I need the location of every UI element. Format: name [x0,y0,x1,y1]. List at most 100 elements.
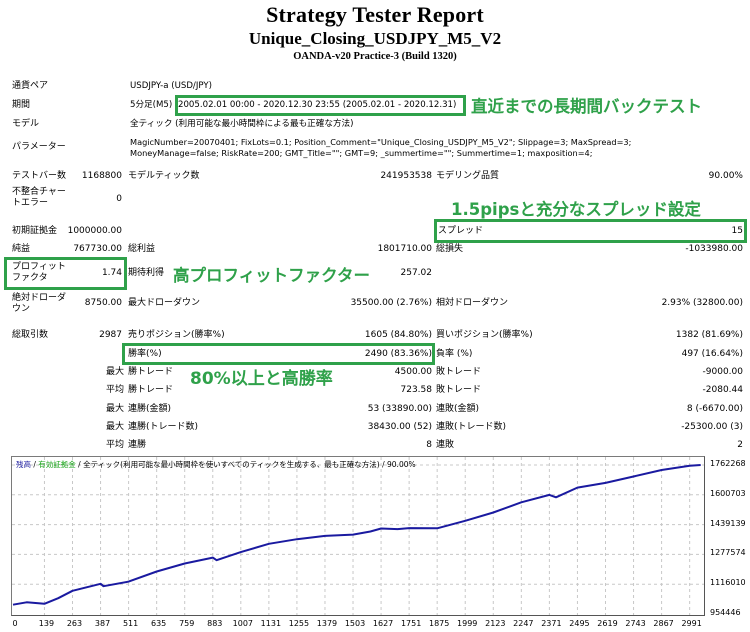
max-cons-loss-label: 連敗(トレード数) [436,422,507,432]
max-cons-profit-label: 連勝(トレード数) [128,422,199,432]
y-tick-label: 1439139 [710,518,746,528]
profit-factor-label-2: ファクタ [12,273,48,283]
x-tick-label: 2123 [485,619,506,628]
largest-loss-label: 敗トレード [436,367,482,377]
max-cons-losses-money-value: 8 (-6670.00) [686,404,743,414]
profit-factor-value: 1.74 [101,268,122,278]
winrate-highlight-box [122,343,435,365]
y-tick-label: 1600703 [710,488,746,498]
ticks-value: 241953538 [380,171,432,181]
x-tick-label: 263 [66,619,83,628]
spread-annotation: 1.5pipsと充分なスプレッド設定 [451,200,701,219]
gross-loss-label: 総損失 [436,244,464,254]
total-trades-label: 総取引数 [12,330,49,340]
profit-factor-annotation: 高プロフィットファクター [173,266,371,285]
win-rate-label: 勝率(%) [128,349,162,359]
abs-drawdown-label-1: 絶対ドローダ [12,293,67,303]
bars-label: テストバー数 [12,171,67,181]
abs-drawdown-label-2: ウン [12,304,31,314]
loss-rate-value: 497 (16.64%) [681,349,743,359]
max-cons-profit-value: 38430.00 (52) [367,422,432,432]
max-cons-prefix: 最大 [105,404,124,414]
x-tick-label: 2495 [569,619,590,628]
equity-chart: 残高 / 有効証拠金 / 全ティック(利用可能な最小時間枠を使いすべてのティック… [11,456,705,616]
x-tick-label: 387 [94,619,111,628]
legend-balance: 残高 [16,460,31,469]
x-tick-label: 1131 [260,619,282,628]
spread-label: スプレッド [438,226,484,236]
max-cons-losses-money-label: 連敗(金額) [436,404,480,414]
total-trades-value: 2987 [99,330,122,340]
winrate-annotation: 80%以上と高勝率 [190,369,333,389]
avg-cons-losses-value: 2 [737,440,743,450]
x-tick-label: 2743 [625,619,646,628]
x-tick-label: 1379 [316,619,338,628]
max-drawdown-label: 最大ドローダウン [128,298,201,308]
x-tick-label: 635 [151,619,167,628]
profit-factor-label-1: プロフィット [12,262,66,272]
avg-cons-losses-label: 連敗 [436,440,455,450]
legend-equity: 有効証拠金 [38,460,76,469]
max-cons-trades-prefix: 最大 [105,422,124,432]
ticks-label: モデルティック数 [128,171,200,181]
report-title: Strategy Tester Report [266,2,484,27]
spread-value: 15 [731,226,743,236]
win-rate-value: 2490 (83.36%) [364,349,432,359]
x-tick-label: 2619 [597,619,618,628]
net-profit-value: 767730.00 [73,244,122,254]
model-label: モデル [12,119,40,129]
x-tick-label: 883 [207,619,223,628]
y-tick-label: 1116010 [710,578,746,588]
equity-chart-plot [12,457,704,615]
params-line-2: MoneyManage=false; RiskRate=200; GMT_Tit… [130,148,593,158]
x-tick-label: 2867 [653,619,674,628]
symbol-label: 通貨ペア [12,81,49,91]
max-cons-wins-money-value: 53 (33890.00) [367,404,432,414]
gross-profit-label: 総利益 [128,244,156,254]
x-tick-label: 1875 [428,619,450,628]
rel-drawdown-value: 2.93% (32800.00) [661,298,743,308]
x-tick-label: 2247 [513,619,534,628]
long-positions-label: 買いポジション(勝率%) [436,330,533,340]
period-timeframe: 5分足(M5) [130,100,173,110]
mismatch-label-1: 不整合チャー [12,187,66,197]
x-tick-label: 1007 [232,619,253,628]
largest-prefix: 最大 [105,367,124,377]
avg-cons-wins-label: 連勝 [128,440,147,450]
avg-cons-prefix: 平均 [105,440,124,450]
x-tick-label: 1627 [372,619,394,628]
max-drawdown-value: 35500.00 (2.76%) [350,298,432,308]
largest-loss-value: -9000.00 [702,367,743,377]
largest-win-value: 4500.00 [394,367,432,377]
expected-payoff-label: 期待利得 [128,268,165,278]
period-highlight-box [175,95,466,116]
avg-win-label: 勝トレード [128,385,174,395]
y-tick-label: 1277574 [710,548,746,558]
y-tick-label: 1762268 [710,459,746,468]
average-prefix: 平均 [105,385,124,395]
chart-legend: 残高 / 有効証拠金 / 全ティック(利用可能な最小時間枠を使いすべてのティック… [16,460,416,469]
x-tick-label: 2371 [541,619,562,628]
short-positions-value: 1605 (84.80%) [364,330,432,340]
x-tick-label: 2991 [681,619,702,628]
spread-highlight-box [434,219,747,243]
period-label: 期間 [12,100,31,110]
model-value: 全ティック (利用可能な最小時間枠による最も正確な方法) [130,119,354,129]
server-build: OANDA-v20 Practice-3 (Build 1320) [293,51,457,62]
gross-profit-value: 1801710.00 [377,244,432,254]
symbol-value: USDJPY-a (USD/JPY) [130,81,212,91]
short-positions-label: 売りポジション(勝率%) [128,330,225,340]
net-profit-label: 純益 [12,244,31,254]
x-tick-label: 0 [12,619,18,628]
x-tick-label: 759 [179,619,195,628]
gross-loss-value: -1033980.00 [685,244,743,254]
deposit-label: 初期証拠金 [12,226,58,236]
x-tick-label: 1503 [344,619,366,628]
y-tick-label: 954446 [710,608,741,617]
avg-cons-wins-value: 8 [426,440,432,450]
max-cons-loss-value: -25300.00 (3) [681,422,743,432]
bars-value: 1168800 [81,171,122,181]
ea-name: Unique_Closing_USDJPY_M5_V2 [248,29,502,48]
loss-rate-label: 負率 (%) [436,349,473,359]
period-value: 2005.02.01 00:00 - 2020.12.30 23:55 (200… [178,100,457,110]
